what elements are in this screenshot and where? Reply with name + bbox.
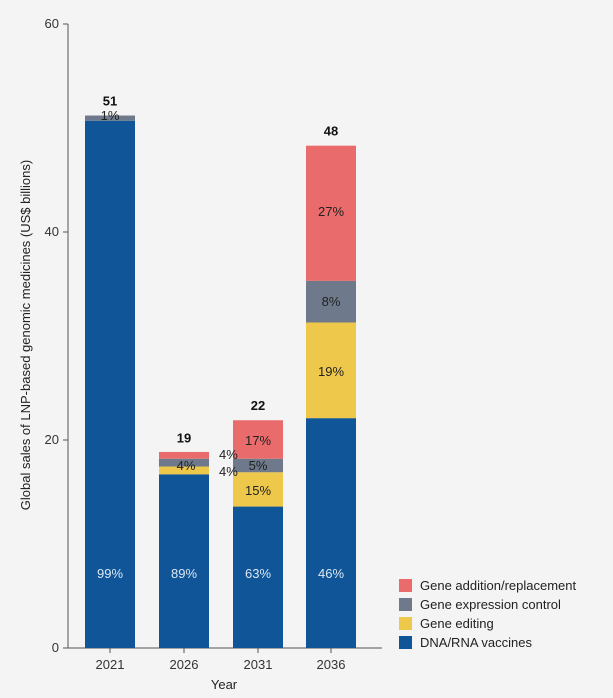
y-tick-label: 40 <box>45 224 59 239</box>
bar-segment <box>233 472 283 507</box>
segment-percent-label: 27% <box>318 204 344 219</box>
segment-percent-label: 46% <box>318 566 344 581</box>
legend-label: Gene expression control <box>420 597 561 612</box>
bar-segment <box>233 506 283 648</box>
bar-segment <box>306 145 356 281</box>
bar-segment <box>159 458 209 467</box>
legend-swatch <box>399 636 412 649</box>
axes: 0 20 40 60 2021 2026 2031 2036 <box>45 16 382 672</box>
segment-percent-label: 4% <box>219 464 238 479</box>
bar-segment <box>159 474 209 648</box>
legend: Gene addition/replacement Gene expression… <box>399 578 576 650</box>
segment-percent-label: 17% <box>245 433 271 448</box>
x-tick-label: 2036 <box>317 657 346 672</box>
bar-total-label: 48 <box>324 124 338 139</box>
bar-total-label: 19 <box>177 430 191 445</box>
bar-segment <box>306 280 356 323</box>
bar-segment <box>306 322 356 419</box>
legend-swatch <box>399 579 412 592</box>
bar-segment <box>233 420 283 459</box>
x-tick-label: 2026 <box>170 657 199 672</box>
x-axis-title: Year <box>211 677 238 692</box>
y-axis-title: Global sales of LNP-based genomic medici… <box>18 160 33 510</box>
segment-percent-label: 19% <box>318 364 344 379</box>
bar-segment <box>159 451 209 459</box>
legend-label: Gene editing <box>420 616 494 631</box>
segment-percent-label: 4% <box>177 458 196 473</box>
legend-label: Gene addition/replacement <box>420 578 576 593</box>
y-tick-label: 0 <box>52 640 59 655</box>
bar-segment <box>306 418 356 648</box>
x-tick-label: 2031 <box>244 657 273 672</box>
segment-percent-label: 89% <box>171 566 197 581</box>
bar-segment <box>85 120 135 649</box>
segment-percent-label: 15% <box>245 483 271 498</box>
segment-percent-label: 1% <box>101 108 120 123</box>
y-tick-label: 20 <box>45 432 59 447</box>
bar-total-label: 22 <box>251 398 265 413</box>
bar-segment <box>85 115 135 121</box>
segment-percent-label: 63% <box>245 566 271 581</box>
segment-percent-label: 8% <box>322 294 341 309</box>
x-tick-label: 2021 <box>96 657 125 672</box>
legend-swatch <box>399 617 412 630</box>
legend-label: DNA/RNA vaccines <box>420 635 532 650</box>
legend-swatch <box>399 598 412 611</box>
segment-percent-label: 99% <box>97 566 123 581</box>
segment-percent-label: 4% <box>219 447 238 462</box>
bar-labels: 51 19 22 48 99% 89% 63% 46% 4% 15% 19% 1% 4% 5% 8% 17% 2… <box>97 94 344 581</box>
bar-total-label: 51 <box>103 94 117 109</box>
segment-percent-label: 5% <box>249 458 268 473</box>
bar-segment <box>159 466 209 475</box>
y-tick-label: 60 <box>45 16 59 31</box>
bar-segment <box>233 458 283 473</box>
bars <box>85 115 356 649</box>
